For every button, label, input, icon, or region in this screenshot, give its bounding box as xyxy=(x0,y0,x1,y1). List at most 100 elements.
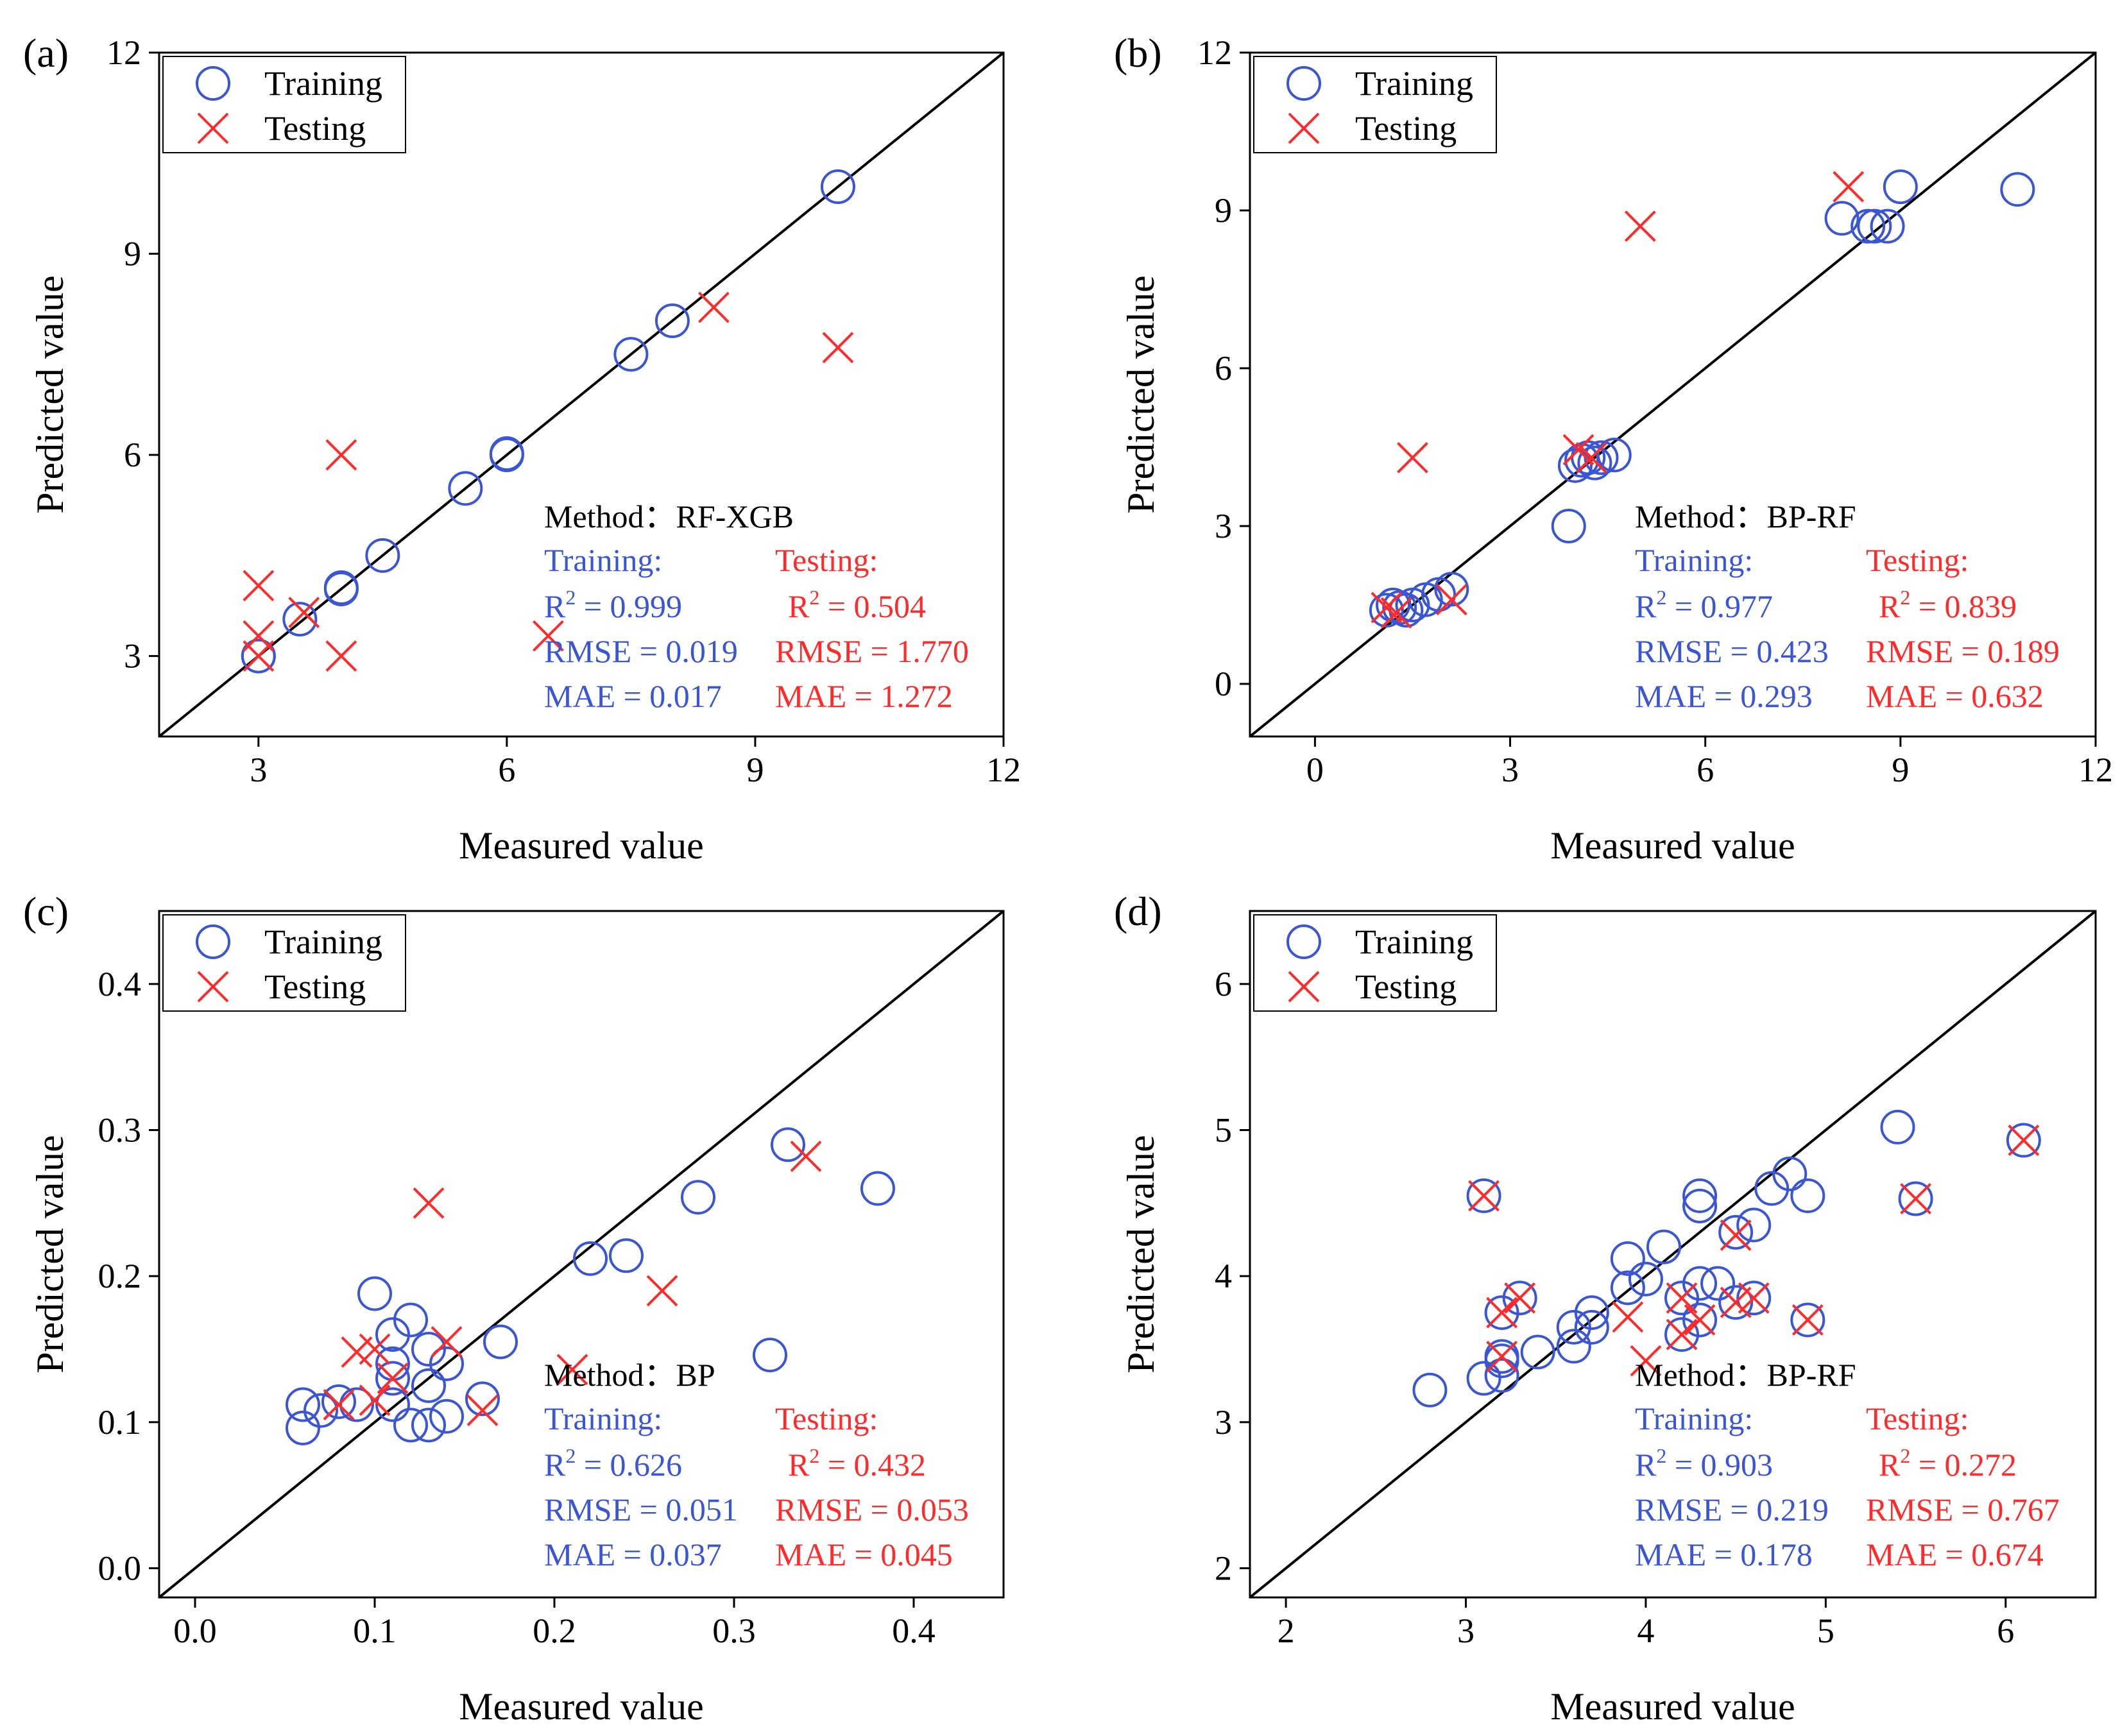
panel-label: (b) xyxy=(1114,30,1162,76)
training-point xyxy=(448,471,483,506)
y-tick-label: 9 xyxy=(124,235,141,273)
training-mae: MAE = 0.293 xyxy=(1635,678,1813,714)
method-label: Method：BP xyxy=(544,1357,715,1393)
x-tick-label: 6 xyxy=(1997,1612,2014,1650)
training-point xyxy=(2000,172,2035,207)
training-rmse: RMSE = 0.019 xyxy=(544,633,738,669)
data-points xyxy=(286,1127,895,1445)
y-tick-label: 6 xyxy=(124,436,141,474)
training-point xyxy=(820,169,855,205)
y-tick-label: 6 xyxy=(1215,349,1232,387)
testing-point xyxy=(466,1395,499,1427)
testing-point xyxy=(1666,1282,1698,1314)
y-tick-label: 0.2 xyxy=(98,1257,142,1295)
testing-point xyxy=(1738,1282,1770,1314)
testing-point xyxy=(243,570,275,602)
training-point xyxy=(1790,1302,1825,1338)
training-point xyxy=(429,1399,464,1434)
training-rmse: RMSE = 0.423 xyxy=(1635,633,1829,669)
training-point xyxy=(1577,445,1612,481)
legend-training-label: Training xyxy=(264,923,382,961)
legend-testing-marker xyxy=(1288,971,1320,1003)
training-point xyxy=(411,1408,446,1443)
x-tick-label: 3 xyxy=(1457,1612,1475,1650)
x-tick-label: 0.2 xyxy=(533,1612,576,1650)
x-tick-label: 0.0 xyxy=(173,1612,217,1650)
training-point xyxy=(1574,1309,1609,1345)
testing-point xyxy=(1468,1180,1500,1212)
testing-point xyxy=(359,1333,391,1365)
identity-line xyxy=(159,53,1004,736)
panel-b: (b) 0 3 6 9 12 0 3 6 9 12 Measured value Predicted v… xyxy=(1114,30,2113,867)
training-point xyxy=(375,1361,410,1396)
y-tick-label: 9 xyxy=(1215,191,1232,230)
panel-d: (d) 2 3 4 5 6 2 3 4 5 6 Measured value Predicted val… xyxy=(1114,889,2097,1728)
training-point xyxy=(286,1387,320,1422)
testing-point xyxy=(2008,1125,2040,1156)
testing-point xyxy=(243,640,275,672)
training-mae: MAE = 0.178 xyxy=(1635,1536,1813,1572)
y-tick-label: 4 xyxy=(1215,1257,1232,1295)
training-point xyxy=(1898,1181,1933,1216)
training-point xyxy=(1412,1372,1448,1408)
method-label: Method：RF-XGB xyxy=(544,498,794,534)
testing-point xyxy=(532,620,564,652)
x-tick-label: 12 xyxy=(986,751,1021,789)
y-tick-label: 0 xyxy=(1215,665,1232,703)
testing-point xyxy=(1486,1340,1518,1372)
x-tick-label: 12 xyxy=(2078,751,2113,789)
training-rmse: RMSE = 0.051 xyxy=(544,1492,738,1528)
method-name: BP-RF xyxy=(1767,498,1856,534)
y-tick-label: 0.4 xyxy=(98,965,142,1003)
training-point xyxy=(321,1384,356,1419)
x-tick-label: 6 xyxy=(498,751,515,789)
testing-r2: R2 = 0.272 xyxy=(1879,1444,2017,1483)
training-point xyxy=(393,1302,428,1338)
training-point xyxy=(1484,1343,1519,1379)
legend-testing-label: Testing xyxy=(1355,109,1457,148)
method-label: Method：BP-RF xyxy=(1635,1357,1856,1393)
training-point xyxy=(613,337,649,372)
training-point xyxy=(1434,572,1469,607)
legend-testing-marker xyxy=(197,112,229,144)
training-point xyxy=(1682,1302,1718,1338)
training-point xyxy=(1682,1266,1718,1301)
x-axis-title: Measured value xyxy=(459,824,704,867)
training-point xyxy=(681,1180,715,1215)
testing-point xyxy=(1624,210,1656,243)
x-axis-title: Measured value xyxy=(1550,1685,1795,1728)
y-axis-title: Predicted value xyxy=(29,275,71,514)
testing-point xyxy=(413,1187,445,1219)
training-point xyxy=(1664,1317,1700,1352)
training-point xyxy=(1664,1281,1700,1316)
training-point xyxy=(393,1408,428,1443)
training-point xyxy=(1556,1309,1591,1345)
data-points xyxy=(241,169,855,674)
method-label: Method：BP-RF xyxy=(1635,498,1856,534)
x-tick-label: 5 xyxy=(1817,1612,1834,1650)
training-point xyxy=(375,1346,410,1381)
x-tick-label: 3 xyxy=(250,751,267,789)
y-axis-title: Predicted value xyxy=(29,1135,71,1374)
testing-point xyxy=(698,291,730,323)
testing-point xyxy=(822,332,854,364)
y-tick-label: 0.1 xyxy=(98,1403,142,1442)
y-tick-label: 3 xyxy=(1215,507,1232,545)
training-point xyxy=(1551,509,1586,543)
x-tick-label: 9 xyxy=(746,751,764,789)
identity-line xyxy=(1250,911,2096,1597)
legend-training-marker xyxy=(1287,924,1321,959)
training-point xyxy=(609,1238,644,1273)
training-stats-title: Training: xyxy=(1635,542,1753,578)
training-stats-title: Training: xyxy=(544,1400,662,1436)
testing-point xyxy=(1720,1286,1752,1318)
testing-point xyxy=(1630,1345,1662,1377)
testing-point xyxy=(790,1141,822,1172)
testing-point xyxy=(1666,1318,1698,1350)
training-point xyxy=(1556,1329,1591,1364)
plot-frame xyxy=(158,51,1005,738)
training-point xyxy=(1736,1281,1772,1316)
training-point xyxy=(1772,1156,1808,1191)
panel-a: (a) 3 6 9 12 3 6 9 12 Measured value Predicted val… xyxy=(23,30,1021,867)
